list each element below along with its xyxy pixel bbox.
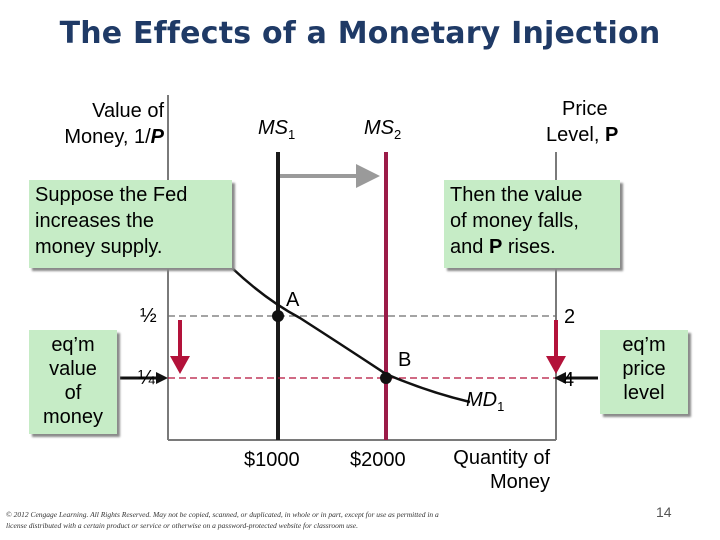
page-number: 14 [656,504,672,520]
right-axis-label-var: P [604,124,619,146]
ms1-label: MS1 [258,116,295,142]
left-axis-label-line1: Value of [92,100,164,122]
md-curve [231,267,471,404]
eq-price-line2: price [622,358,666,380]
tick-label-half: ½ [140,305,157,327]
then-callout-line1: Then the value [450,184,583,206]
ms2-label-sub: 2 [394,127,402,142]
then-callout: Then the value of money falls, and P ris… [444,180,620,268]
right-axis-label-line1: Price [562,98,608,120]
fed-callout-line3: money supply. [35,236,163,258]
eq-price-line1: eq’m [622,334,666,356]
point-a-label: A [286,289,300,311]
point-b [380,372,392,384]
then-callout-line3-var: P [488,236,503,258]
fed-callout-line2: increases the [35,210,154,232]
right-axis-label-line2: Level, P [546,122,666,148]
tick-label-four: 4 [563,369,575,391]
right-axis-label-text: Level, [546,124,605,146]
ms1-label-sub: 1 [288,127,296,142]
x-axis-label: Quantity of Money [434,446,550,494]
md-label-sub: 1 [497,399,505,414]
left-axis-label-var: P [150,126,164,148]
right-axis-label: Price Level, P [546,96,666,148]
eq-value-line2: value [49,358,97,380]
eq-price-arrow-head [554,372,566,384]
md-label: MD1 [466,388,504,414]
tick-label-1000: $1000 [244,449,300,471]
ms1-label-text: MS [258,117,288,139]
tick-label-quarter: ¼ [138,367,155,389]
point-a [272,310,284,322]
eq-value-line1: eq’m [51,334,95,356]
md-label-text: MD [466,389,498,411]
eq-value-line4: money [42,406,104,428]
ms2-label: MS2 [364,116,401,142]
left-axis-label-text: Money, 1/ [64,126,151,148]
slide-title: The Effects of a Monetary Injection [59,16,661,51]
then-callout-line3-pre: and [450,236,489,258]
tick-label-2000: $2000 [350,449,406,471]
fed-callout: Suppose the Fed increases the money supp… [29,180,232,268]
price-down-arrow-head [546,356,566,374]
fed-callout-line1: Suppose the Fed [35,184,188,206]
left-axis-label-line2: Money, 1/P [40,124,164,150]
x-axis-label-line2: Money [489,471,550,493]
value-down-arrow-head [170,356,190,374]
eq-value-box: eq’m value of money [29,330,117,434]
then-callout-line2: of money falls, [450,210,579,232]
x-axis-label-line1: Quantity of [453,447,550,469]
eq-price-box: eq’m price level [600,330,688,414]
point-b-label: B [398,349,412,371]
then-callout-line3-post: rises. [502,236,556,258]
eq-value-arrow-head [156,372,168,384]
copyright-footer: © 2012 Cengage Learning. All Rights Rese… [6,510,439,530]
then-callout-line3: and P rises. [450,234,614,260]
eq-value-line3: of [64,382,82,404]
ms2-label-text: MS [364,117,394,139]
tick-label-two: 2 [564,306,576,328]
left-axis-label: Value of Money, 1/P [40,98,164,150]
eq-price-line3: level [623,382,665,404]
